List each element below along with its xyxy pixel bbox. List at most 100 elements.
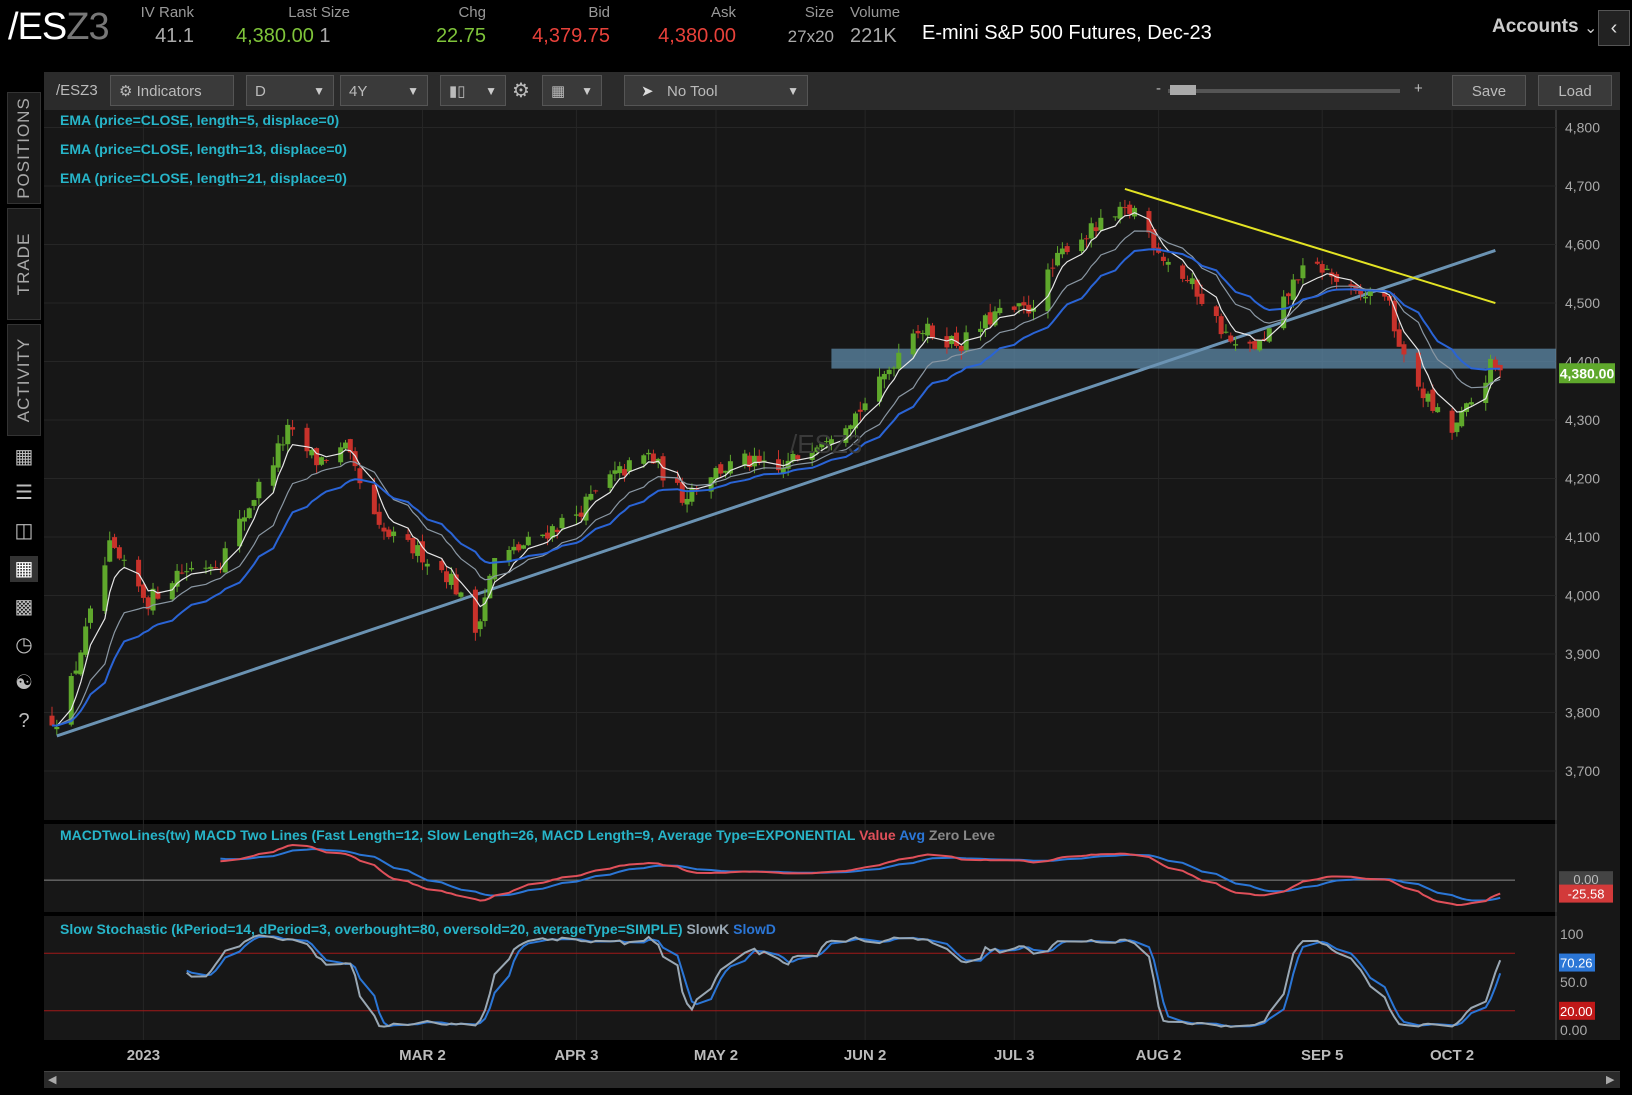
settings-gear-icon[interactable]: ⚙ xyxy=(512,80,530,102)
time-axis: 2023 MAR 2 APR 3 MAY 2 JUN 2 JUL 3 AUG 2 SEP 5 O… xyxy=(127,1047,1474,1064)
support-zone xyxy=(831,348,1556,369)
candle-body xyxy=(1194,279,1200,297)
ask-value[interactable]: 4,380.00 xyxy=(658,25,736,47)
scroll-left-icon[interactable]: ◀ xyxy=(48,1074,57,1086)
candle-body xyxy=(521,545,527,549)
ema13-label[interactable]: EMA (price=CLOSE, length=13, displace=0) xyxy=(60,141,347,157)
symbol-title[interactable]: /ESZ3 xyxy=(8,6,110,48)
chart-toolbar: /ESZ3 ⚙ Indicators D ▼ 4Y ▼ ▮▯ ▼ ⚙ ▦ ▼ ➤ No T… xyxy=(44,72,1620,110)
candle-body xyxy=(1488,358,1494,384)
candle-body xyxy=(83,626,89,655)
tab-trade[interactable]: TRADE xyxy=(7,208,41,320)
candle-body xyxy=(997,307,1003,314)
stoch-oversold-label: 20.00 xyxy=(1560,1004,1593,1019)
candle-body xyxy=(78,652,84,675)
candle-body xyxy=(1098,217,1104,231)
back-arrow-icon[interactable]: ‹ xyxy=(1598,10,1630,46)
grid-icon[interactable]: ▩ xyxy=(14,596,34,618)
calculator-icon[interactable]: ▦ xyxy=(14,446,34,468)
chart-icon[interactable]: ▦ xyxy=(10,556,38,582)
candle-body xyxy=(1266,328,1272,342)
tool-select[interactable]: ➤ No Tool ▼ xyxy=(624,75,808,106)
stoch-legend-d: SlowD xyxy=(733,921,776,937)
candle-body xyxy=(588,493,594,500)
drawings-select[interactable]: ▦ ▼ xyxy=(542,75,602,106)
candle-body xyxy=(910,333,916,355)
horizontal-scrollbar[interactable]: ◀ ▶ xyxy=(44,1071,1620,1088)
candle-body xyxy=(1228,335,1234,342)
toolbar-symbol[interactable]: /ESZ3 xyxy=(56,82,98,99)
bid-label: Bid xyxy=(588,4,610,21)
tab-activity[interactable]: ACTIVITY xyxy=(7,324,41,436)
zoom-minus[interactable]: - xyxy=(1156,80,1161,97)
stoch-k-badge xyxy=(1559,953,1595,972)
candle-body xyxy=(511,546,517,551)
ema21-label[interactable]: EMA (price=CLOSE, length=21, displace=0) xyxy=(60,170,347,186)
candle-body xyxy=(241,517,247,522)
candle-body xyxy=(785,460,791,469)
gear-icon: ⚙ xyxy=(119,83,133,100)
candle-body xyxy=(1050,267,1056,269)
candle-body xyxy=(612,470,618,474)
tab-positions[interactable]: POSITIONS xyxy=(7,92,41,204)
stoch-title[interactable]: Slow Stochastic (kPeriod=14, dPeriod=3, … xyxy=(60,921,776,937)
caret-down-icon: ▼ xyxy=(581,84,593,98)
last-price-label: 4,380.00 xyxy=(1560,365,1615,381)
load-button[interactable]: Load xyxy=(1538,75,1612,106)
candle-body xyxy=(1184,279,1190,282)
size-value: 27x20 xyxy=(787,27,834,46)
last-price: 4,380.00 1 xyxy=(236,25,331,47)
scroll-right-icon[interactable]: ▶ xyxy=(1606,1074,1615,1086)
zoom-plus[interactable]: + xyxy=(1414,80,1423,97)
bid-value[interactable]: 4,379.75 xyxy=(532,25,610,47)
gauge-icon[interactable]: ◷ xyxy=(15,634,33,656)
tv-icon[interactable]: ◫ xyxy=(14,520,34,542)
candle-body xyxy=(646,452,652,455)
zoom-slider-handle[interactable] xyxy=(1170,85,1196,95)
time-tick-label: SEP 5 xyxy=(1301,1047,1343,1064)
candle-body xyxy=(593,490,599,492)
volume-label: Volume xyxy=(850,4,901,21)
candle-body xyxy=(314,448,320,466)
candle-body xyxy=(819,443,825,448)
candle-body xyxy=(742,453,748,466)
candle-body xyxy=(674,477,680,483)
people-icon[interactable]: ☯ xyxy=(15,672,33,694)
candle-body xyxy=(246,508,252,519)
candle-body xyxy=(1420,388,1426,399)
chart-type-select[interactable]: ▮▯ ▼ xyxy=(440,75,506,106)
candle-body xyxy=(713,467,719,480)
macd-title[interactable]: MACDTwoLines(tw) MACD Two Lines (Fast Le… xyxy=(60,827,996,843)
indicators-button[interactable]: ⚙ Indicators xyxy=(110,75,234,106)
candle-body xyxy=(1367,290,1373,297)
price-tick-label: 3,900 xyxy=(1565,646,1600,662)
candle-body xyxy=(1247,341,1253,344)
candle-body xyxy=(1435,407,1441,413)
candle-body xyxy=(342,442,348,449)
price-tick-label: 4,500 xyxy=(1565,295,1600,311)
list-icon[interactable]: ☰ xyxy=(15,482,33,504)
candle-body xyxy=(1497,364,1503,371)
help-icon[interactable]: ? xyxy=(18,710,30,732)
candle-body xyxy=(189,568,195,570)
candle-body xyxy=(405,534,411,540)
ema5-label[interactable]: EMA (price=CLOSE, length=5, displace=0) xyxy=(60,112,340,128)
candle-body xyxy=(1362,296,1368,299)
zoom-slider[interactable] xyxy=(1168,89,1400,93)
candle-body xyxy=(747,455,753,468)
aggregation-select[interactable]: D ▼ xyxy=(246,75,334,106)
candle-body xyxy=(1401,344,1407,355)
candle-body xyxy=(237,518,243,547)
save-button[interactable]: Save xyxy=(1452,75,1526,106)
candle-body xyxy=(954,332,960,346)
candle-body xyxy=(1348,284,1354,286)
macd-pane-bg xyxy=(44,824,1557,912)
candle-body xyxy=(689,488,695,502)
timeframe-select[interactable]: 4Y ▼ xyxy=(340,75,428,106)
candle-body xyxy=(410,537,416,554)
candle-body xyxy=(877,376,883,402)
accounts-menu[interactable]: Accounts xyxy=(1492,16,1579,37)
candle-body xyxy=(376,511,382,525)
time-tick-label: APR 3 xyxy=(554,1047,598,1064)
